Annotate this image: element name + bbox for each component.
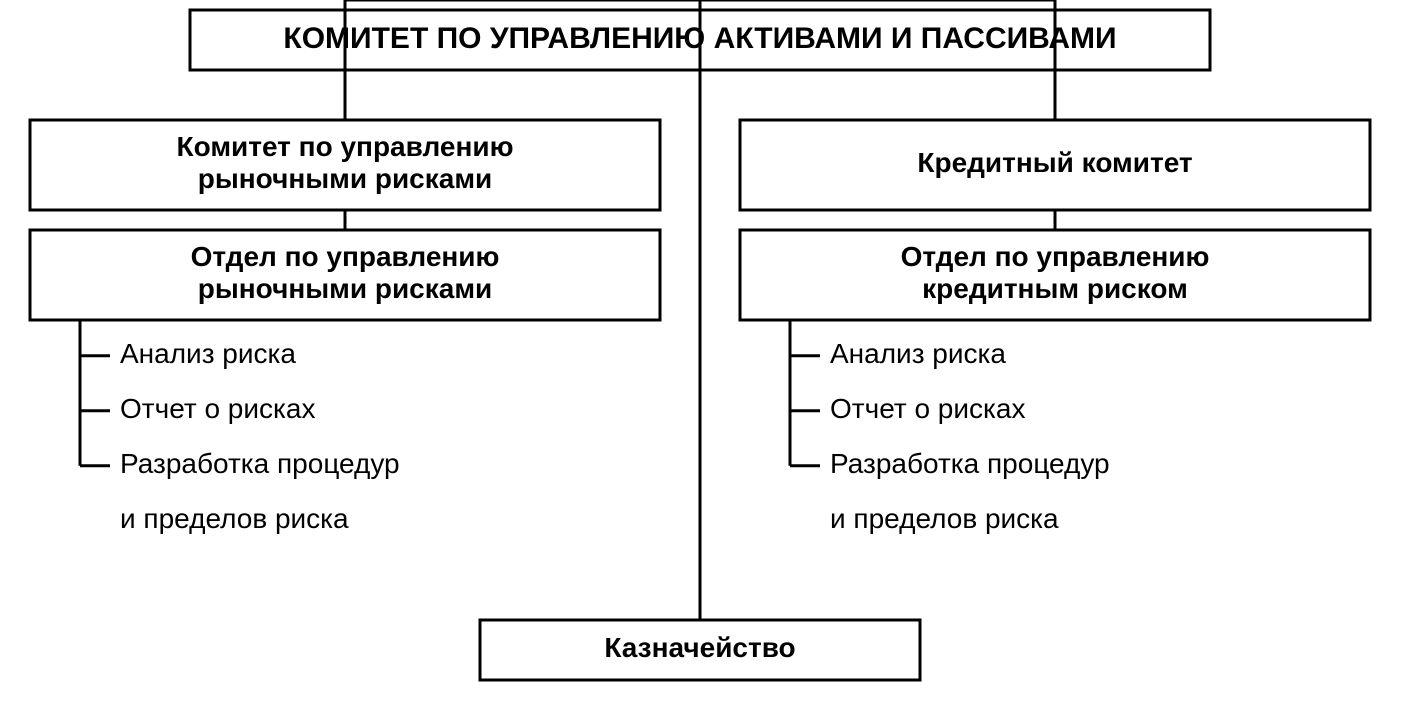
org-chart: КОМИТЕТ ПО УПРАВЛЕНИЮ АКТИВАМИ И ПАССИВА…: [0, 0, 1401, 703]
right-list-item-2: Разработка процедур: [830, 448, 1110, 479]
left-list-item-2: Разработка процедур: [120, 448, 400, 479]
left-list-item-3: и пределов риска: [120, 503, 349, 534]
right-committee-label: Кредитный комитет: [917, 147, 1192, 178]
left-list-item-1: Отчет о рисках: [120, 393, 315, 424]
right-list-item-0: Анализ риска: [830, 338, 1006, 369]
right-list-item-1: Отчет о рисках: [830, 393, 1025, 424]
bottom-label: Казначейство: [604, 632, 795, 663]
left-committee-label: Комитет по управлениюрыночными рисками: [177, 131, 514, 194]
left-dept-label: Отдел по управлениюрыночными рисками: [191, 241, 500, 304]
right-dept-label: Отдел по управлениюкредитным риском: [901, 241, 1210, 304]
right-list-item-3: и пределов риска: [830, 503, 1059, 534]
left-list-item-0: Анализ риска: [120, 338, 296, 369]
